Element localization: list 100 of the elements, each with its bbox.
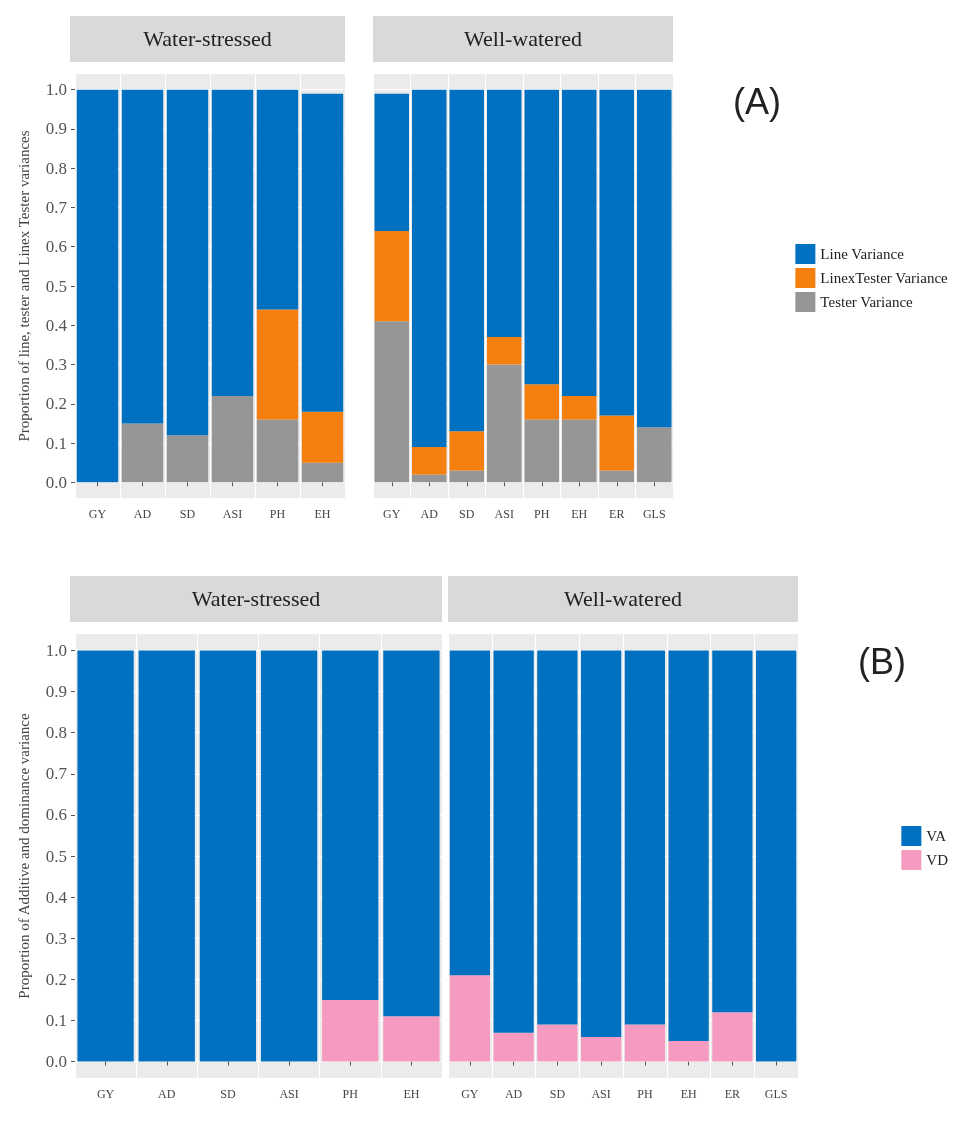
chart-title: Well-watered xyxy=(564,585,682,611)
bar xyxy=(599,415,634,471)
bar xyxy=(374,321,409,483)
y-tick-label: 0.9 xyxy=(45,682,67,702)
bar xyxy=(637,427,672,483)
bar xyxy=(412,89,447,447)
text: (A) xyxy=(733,80,781,122)
x-tick-label: EH xyxy=(571,507,588,521)
bar xyxy=(524,89,559,385)
bar xyxy=(756,650,797,1062)
bar xyxy=(211,89,254,396)
bar xyxy=(624,650,665,1025)
y-tick-label: 0.7 xyxy=(45,764,68,784)
bar xyxy=(383,1016,440,1062)
bar xyxy=(712,650,753,1013)
y-axis-title: Proportion of Additive and dominance variance xyxy=(15,712,32,999)
bar xyxy=(562,89,597,396)
bar xyxy=(581,1036,622,1062)
x-tick-label: GLS xyxy=(764,1087,788,1101)
bar xyxy=(524,384,559,420)
bar xyxy=(599,89,634,416)
x-tick-label: ASI xyxy=(591,1087,611,1101)
y-tick-label: 0.6 xyxy=(45,237,67,257)
y-tick-label: 0.1 xyxy=(45,1010,67,1030)
bar xyxy=(562,419,597,483)
x-tick-label: AD xyxy=(420,507,439,521)
x-tick-label: EH xyxy=(680,1087,697,1101)
y-tick-label: 0.3 xyxy=(45,355,67,375)
y-tick-label: 1.0 xyxy=(45,80,67,100)
bar xyxy=(537,650,578,1025)
x-tick-label: ER xyxy=(609,507,625,521)
x-tick-label: GY xyxy=(96,1087,115,1101)
x-tick-label: ER xyxy=(724,1087,741,1101)
bar xyxy=(493,650,534,1033)
y-tick-label: 0.6 xyxy=(45,805,67,825)
chart-title: Water-stressed xyxy=(143,25,272,51)
bar xyxy=(599,470,634,483)
x-tick-label: GY xyxy=(461,1087,479,1101)
bar xyxy=(524,419,559,483)
bar xyxy=(487,337,522,365)
y-tick-label: 0.8 xyxy=(45,158,67,178)
bar xyxy=(537,1024,578,1062)
legend-label: VD xyxy=(926,852,949,868)
x-tick-label: ASI xyxy=(494,507,514,521)
bar xyxy=(138,650,195,1062)
chart-title: Well-watered xyxy=(464,25,582,51)
bar xyxy=(487,89,522,338)
bar xyxy=(383,650,440,1017)
y-tick-label: 0.3 xyxy=(45,928,67,948)
bar xyxy=(668,1041,709,1062)
x-tick-label: GY xyxy=(383,507,401,521)
y-tick-label: 0.0 xyxy=(45,472,67,492)
bar xyxy=(76,89,119,483)
x-tick-label: PH xyxy=(342,1087,359,1101)
bar xyxy=(301,93,344,412)
bar xyxy=(374,93,409,232)
bar xyxy=(256,419,299,483)
legend-label: VA xyxy=(926,828,947,844)
bar xyxy=(487,364,522,483)
legend-label: LinexTester Variance xyxy=(820,270,949,286)
bar xyxy=(301,411,344,463)
y-tick-label: 0.9 xyxy=(45,119,67,139)
x-tick-label: PH xyxy=(534,507,550,521)
bar xyxy=(624,1024,665,1062)
y-tick-label: 0.4 xyxy=(45,315,68,335)
chart-title: Water-stressed xyxy=(191,585,321,611)
bar xyxy=(412,446,447,475)
x-tick-label: AD xyxy=(158,1087,176,1101)
bar xyxy=(374,231,409,322)
bar xyxy=(166,89,209,436)
bar xyxy=(412,474,447,483)
x-tick-label: AD xyxy=(504,1087,523,1101)
x-tick-label: PH xyxy=(269,507,286,521)
bar xyxy=(256,89,299,310)
y-tick-label: 0.5 xyxy=(45,846,67,866)
bar xyxy=(121,423,164,483)
y-axis-title: Proportion of line, tester and Linex Tester variances xyxy=(15,130,32,442)
y-tick-label: 0.2 xyxy=(45,394,67,414)
bar xyxy=(166,435,209,483)
x-tick-label: SD xyxy=(179,507,196,521)
x-tick-label: EH xyxy=(314,507,331,521)
legend-label: Tester Variance xyxy=(820,294,914,310)
bar xyxy=(256,309,299,420)
y-tick-label: 0.5 xyxy=(45,276,67,296)
text: (B) xyxy=(858,640,906,682)
bar xyxy=(211,395,254,483)
y-tick-label: 1.0 xyxy=(45,640,67,660)
bar xyxy=(77,650,134,1062)
bar xyxy=(581,650,622,1037)
x-tick-label: ASI xyxy=(279,1087,299,1101)
legend-label: Line Variance xyxy=(820,246,905,262)
x-tick-label: AD xyxy=(133,507,152,521)
y-tick-label: 0.2 xyxy=(45,969,67,989)
bar xyxy=(493,1032,534,1062)
x-tick-label: SD xyxy=(549,1087,566,1101)
bar xyxy=(449,975,490,1062)
bar xyxy=(449,89,484,432)
y-tick-label: 0.0 xyxy=(45,1052,67,1072)
bar xyxy=(199,650,257,1062)
x-tick-label: SD xyxy=(459,507,475,521)
